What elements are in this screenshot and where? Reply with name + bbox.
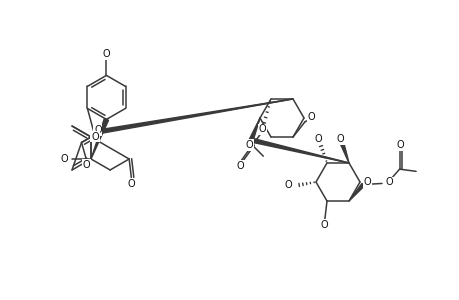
Text: O: O <box>320 220 328 230</box>
Text: O: O <box>61 154 68 164</box>
Polygon shape <box>94 99 292 135</box>
Text: O: O <box>94 125 101 135</box>
Text: O: O <box>284 180 291 190</box>
Text: O: O <box>258 124 266 134</box>
Text: O: O <box>127 179 135 189</box>
Text: O: O <box>314 134 321 144</box>
Text: O: O <box>308 112 315 122</box>
Text: O: O <box>336 134 343 144</box>
Polygon shape <box>250 138 348 163</box>
Polygon shape <box>91 118 108 159</box>
Text: O: O <box>245 140 252 150</box>
Polygon shape <box>249 118 259 141</box>
Text: O: O <box>236 160 244 170</box>
Polygon shape <box>340 144 348 163</box>
Text: O: O <box>396 140 403 151</box>
Text: O: O <box>91 132 99 142</box>
Text: O: O <box>102 49 110 59</box>
Text: O: O <box>385 178 393 188</box>
Text: O: O <box>83 160 90 170</box>
Text: O: O <box>363 177 371 187</box>
Polygon shape <box>348 183 364 201</box>
